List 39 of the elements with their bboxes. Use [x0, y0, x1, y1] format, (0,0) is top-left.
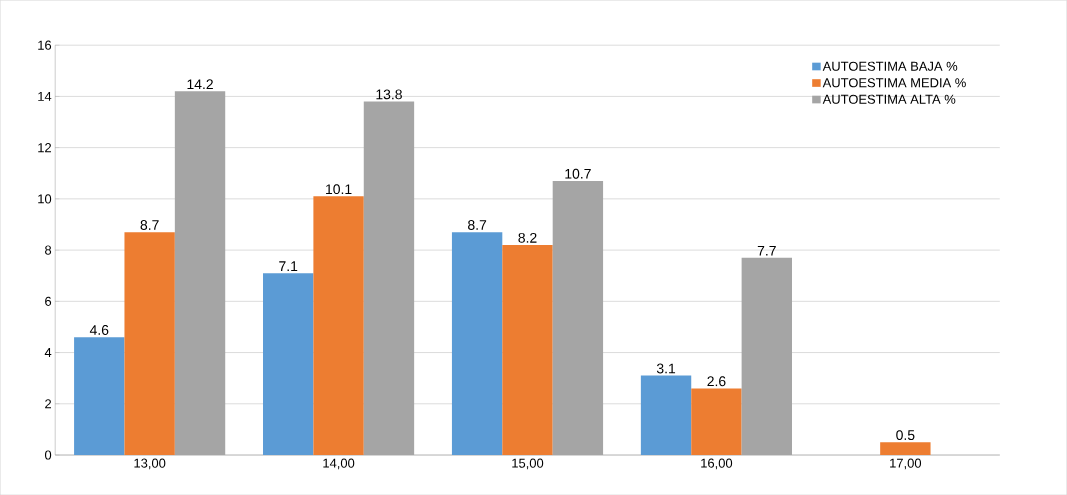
y-tick-label: 12 — [38, 143, 52, 153]
y-tick-label: 6 — [45, 296, 52, 306]
bar — [691, 388, 742, 455]
bar — [74, 337, 125, 455]
bar — [263, 273, 314, 455]
data-label: 8.7 — [140, 220, 159, 230]
y-tick-label: 2 — [45, 399, 52, 409]
legend-label: AUTOESTIMA ALTA % — [822, 94, 956, 104]
bar — [880, 442, 931, 455]
x-tick-label: 15,00 — [512, 458, 544, 470]
bar — [124, 232, 175, 455]
x-tick-label: 14,00 — [323, 458, 355, 470]
data-label: 8.2 — [518, 232, 537, 243]
data-label: 7.1 — [279, 261, 298, 271]
data-label: 4.6 — [89, 325, 109, 335]
legend-label: AUTOESTIMA BAJA % — [822, 61, 958, 71]
data-label: 0.5 — [896, 430, 915, 440]
y-tick-label: 14 — [38, 91, 52, 101]
data-label: 13.8 — [376, 89, 402, 100]
y-tick-label: 0 — [44, 450, 52, 460]
x-tick-label: 13,00 — [134, 458, 166, 470]
y-tick-label: 8 — [45, 245, 52, 255]
data-label: 2.6 — [707, 376, 726, 387]
bar — [451, 232, 503, 455]
data-label: 3.1 — [656, 363, 676, 374]
bar — [640, 375, 692, 455]
bar — [502, 244, 553, 455]
y-tick-label: 10 — [38, 194, 52, 204]
y-tick-label: 4 — [44, 348, 52, 357]
legend-label: AUTOESTIMA MEDIA % — [822, 78, 966, 88]
x-tick-label: 17,00 — [890, 458, 922, 470]
x-tick-label: 16,00 — [701, 458, 733, 470]
data-label: 10.7 — [565, 168, 591, 179]
data-label: 8.7 — [468, 220, 487, 230]
data-label: 14.2 — [187, 79, 213, 89]
y-tick-label: 16 — [38, 40, 52, 50]
bar — [313, 196, 364, 455]
data-label: 10.1 — [326, 184, 352, 195]
data-label: 7.7 — [757, 245, 776, 256]
